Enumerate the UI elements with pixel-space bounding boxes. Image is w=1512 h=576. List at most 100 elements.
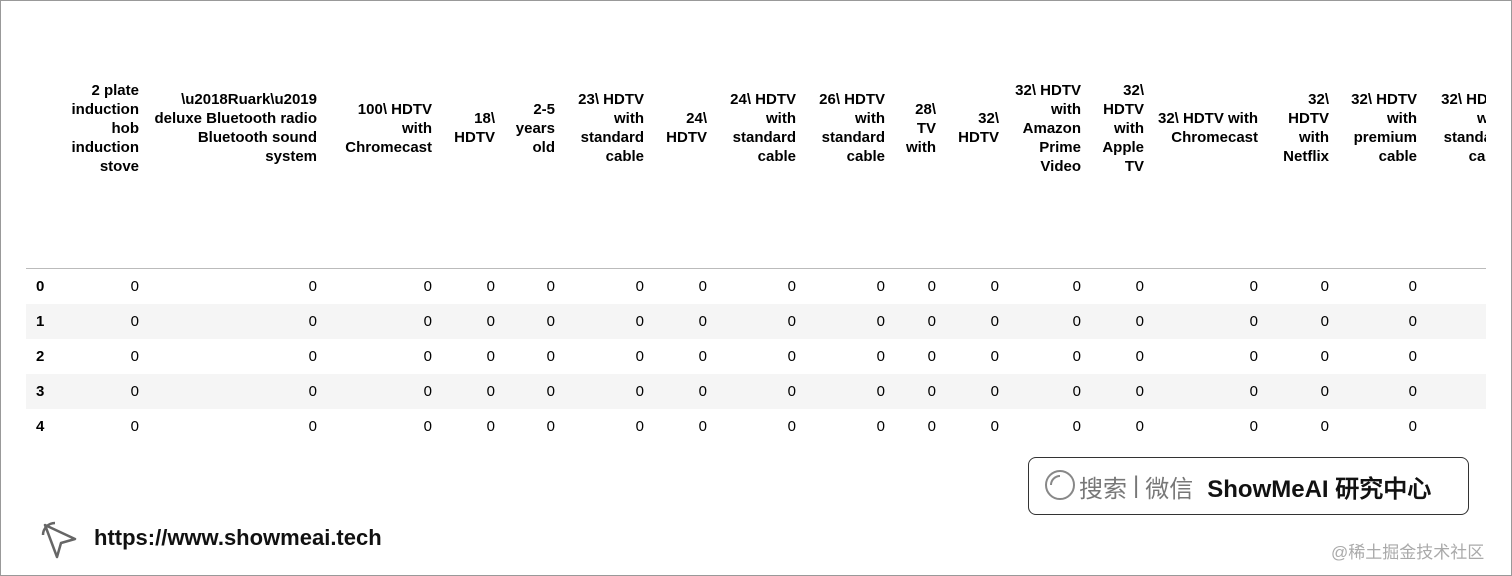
cell: 0 (990, 383, 999, 400)
cell: 0 (927, 313, 936, 330)
cell: 0 (1072, 313, 1081, 330)
search-text: 搜索 (1079, 475, 1127, 503)
cell: 0 (876, 418, 885, 435)
cell: 0 (787, 348, 796, 365)
row-index: 1 (36, 313, 45, 330)
cell: 0 (1072, 418, 1081, 435)
cell: 0 (1422, 339, 1486, 374)
cell: 0 (1408, 313, 1417, 330)
table-row: 000000000000000000 (26, 269, 1486, 305)
cell: 0 (1422, 409, 1486, 444)
column-header: 26\ HDTV with standard cable (801, 68, 890, 269)
cell: 0 (1408, 383, 1417, 400)
cell: 0 (423, 383, 432, 400)
cell: 0 (1408, 418, 1417, 435)
column-header: 32\ HDTV with Chromecast (1149, 68, 1263, 269)
cell: 0 (130, 348, 139, 365)
cell: 0 (308, 383, 317, 400)
cell: 0 (423, 348, 432, 365)
column-header: 32\ HDTV with Amazon Prime Video (1004, 68, 1086, 269)
cell: 0 (1408, 348, 1417, 365)
cell: 0 (635, 348, 644, 365)
cell: 0 (1072, 348, 1081, 365)
column-header: 23\ HDTV with standard cable (560, 68, 649, 269)
cell: 0 (698, 278, 707, 295)
column-header: 32\ HDTV with Netflix (1263, 68, 1334, 269)
cell: 0 (1135, 348, 1144, 365)
credit-text: @稀土掘金技术社区 (1331, 543, 1485, 562)
brand-text: ShowMeAI 研究中心 (1207, 475, 1432, 503)
column-header: 32\ HDTV with premium cable (1334, 68, 1422, 269)
cell: 0 (308, 278, 317, 295)
cell: 0 (546, 418, 555, 435)
column-header: 32\ HDTV with Apple TV (1086, 68, 1149, 269)
column-header: 2-5 years old (500, 68, 560, 269)
url-text: https://www.showmeai.tech (94, 525, 382, 550)
row-index: 4 (36, 418, 45, 435)
cell: 0 (635, 278, 644, 295)
cell: 0 (1320, 383, 1329, 400)
table-row: 200000000000000000 (26, 339, 1486, 374)
cell: 0 (423, 313, 432, 330)
cell: 0 (1249, 418, 1258, 435)
cell: 0 (1135, 383, 1144, 400)
cell: 0 (876, 313, 885, 330)
cell: 0 (1072, 278, 1081, 295)
cell: 0 (990, 348, 999, 365)
cell: 0 (1249, 383, 1258, 400)
cell: 0 (1408, 278, 1417, 295)
index-header (26, 68, 56, 269)
cell: 0 (486, 383, 495, 400)
cell: 0 (927, 278, 936, 295)
cell: 0 (876, 348, 885, 365)
cell: 0 (635, 383, 644, 400)
cell: 0 (787, 383, 796, 400)
column-header: 100\ HDTV with Chromecast (322, 68, 437, 269)
table-row: 300000000000000000 (26, 374, 1486, 409)
cell: 0 (308, 313, 317, 330)
row-index: 3 (36, 383, 45, 400)
cell: 0 (1320, 313, 1329, 330)
cell: 0 (130, 278, 139, 295)
cell: 0 (1422, 304, 1486, 339)
cell: 0 (486, 348, 495, 365)
cell: 0 (1320, 348, 1329, 365)
wechat-text: 微信 (1145, 475, 1194, 503)
divider: | (1133, 472, 1140, 499)
cell: 0 (1422, 374, 1486, 409)
cell: 0 (990, 418, 999, 435)
cell: 0 (1249, 278, 1258, 295)
cell: 0 (990, 278, 999, 295)
cell: 0 (927, 348, 936, 365)
column-header: 32\ HDTV with standard cable (1422, 68, 1486, 269)
cursor-logo (41, 521, 77, 559)
column-header: 18\ HDTV (437, 68, 500, 269)
cell: 0 (423, 418, 432, 435)
cell: 0 (1249, 313, 1258, 330)
cell: 0 (546, 278, 555, 295)
cell: 0 (1135, 313, 1144, 330)
cell: 0 (1135, 418, 1144, 435)
column-header: 24\ HDTV with standard cable (712, 68, 801, 269)
cell: 0 (635, 313, 644, 330)
dataframe-view: 2 plate induction hob induction stove \u2… (26, 68, 1486, 444)
cell: 0 (1072, 383, 1081, 400)
cell: 0 (698, 313, 707, 330)
column-header: 28\ TV with (890, 68, 941, 269)
cell: 0 (423, 278, 432, 295)
cell: 0 (130, 383, 139, 400)
table-row: 100000000000000000 (26, 304, 1486, 339)
cell: 0 (698, 383, 707, 400)
cell: 0 (1249, 348, 1258, 365)
cell: 0 (1135, 278, 1144, 295)
cell: 0 (1320, 278, 1329, 295)
row-index: 0 (36, 278, 45, 295)
cell: 0 (308, 348, 317, 365)
cell: 0 (486, 313, 495, 330)
cell: 0 (546, 383, 555, 400)
cell: 0 (486, 278, 495, 295)
row-index: 2 (36, 348, 45, 365)
cell: 0 (787, 278, 796, 295)
cell: 0 (130, 313, 139, 330)
